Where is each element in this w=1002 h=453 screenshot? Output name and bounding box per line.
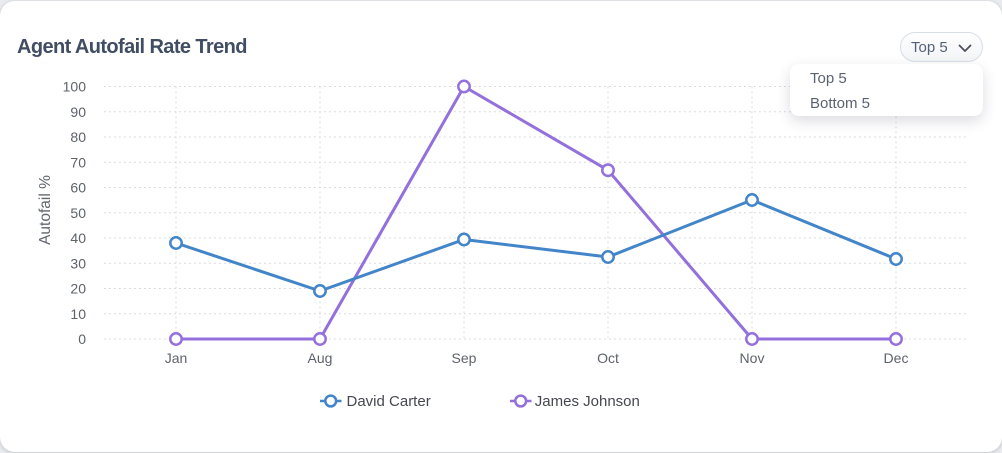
svg-text:Nov: Nov	[740, 350, 765, 366]
svg-text:Oct: Oct	[597, 350, 619, 366]
svg-text:David Carter: David Carter	[347, 393, 431, 410]
svg-text:10: 10	[70, 306, 86, 322]
svg-text:30: 30	[70, 255, 86, 271]
svg-text:Sep: Sep	[452, 350, 477, 366]
svg-text:Dec: Dec	[884, 350, 909, 366]
svg-text:50: 50	[70, 205, 86, 221]
svg-text:70: 70	[70, 154, 86, 170]
svg-text:Aug: Aug	[308, 350, 333, 366]
svg-text:James Johnson: James Johnson	[535, 393, 640, 410]
svg-text:Autofail %: Autofail %	[37, 175, 54, 245]
svg-text:80: 80	[70, 129, 86, 145]
svg-text:20: 20	[70, 281, 86, 297]
svg-text:60: 60	[70, 180, 86, 196]
svg-text:Jan: Jan	[165, 350, 188, 366]
svg-text:40: 40	[70, 230, 86, 246]
svg-text:0: 0	[78, 331, 86, 347]
svg-text:90: 90	[70, 104, 86, 120]
svg-text:100: 100	[63, 79, 87, 95]
